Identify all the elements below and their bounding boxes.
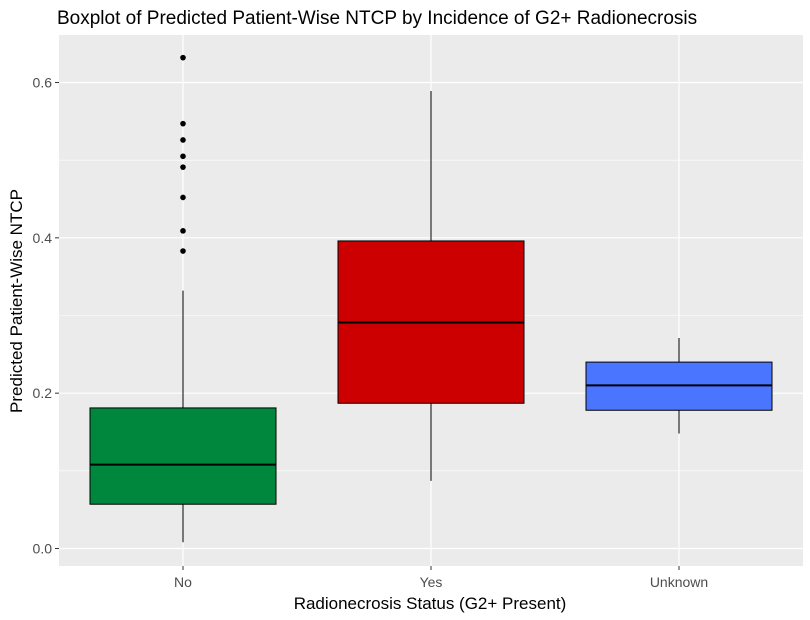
box-yes (337, 91, 525, 481)
outlier-point (180, 54, 186, 61)
outlier-point (180, 228, 186, 234)
x-axis-title: Radionecrosis Status (G2+ Present) (294, 594, 567, 613)
outlier-point (180, 120, 186, 127)
x-tick-label: No (174, 574, 192, 590)
y-tick-label: 0.4 (33, 230, 53, 246)
y-tick-label: 0.6 (33, 75, 53, 91)
x-tick-label: Yes (420, 574, 443, 590)
chart-title: Boxplot of Predicted Patient-Wise NTCP b… (57, 8, 697, 29)
outlier-point (180, 194, 186, 201)
outlier-point (180, 164, 186, 170)
y-tick-label: 0.2 (33, 385, 53, 401)
box-unknown (585, 338, 773, 434)
y-axis: 0.0 0.2 0.4 0.6 (33, 75, 59, 557)
box-iqr (89, 407, 277, 505)
y-tick-label: 0.0 (33, 541, 53, 557)
outlier-point (180, 137, 186, 143)
outlier-point (180, 248, 186, 254)
x-axis: No Yes Unknown (174, 566, 708, 590)
box-no (89, 54, 277, 543)
x-tick-label: Unknown (650, 574, 708, 590)
y-axis-title: Predicted Patient-Wise NTCP (7, 189, 26, 413)
boxes-layer (89, 54, 773, 543)
outlier-point (180, 153, 186, 160)
